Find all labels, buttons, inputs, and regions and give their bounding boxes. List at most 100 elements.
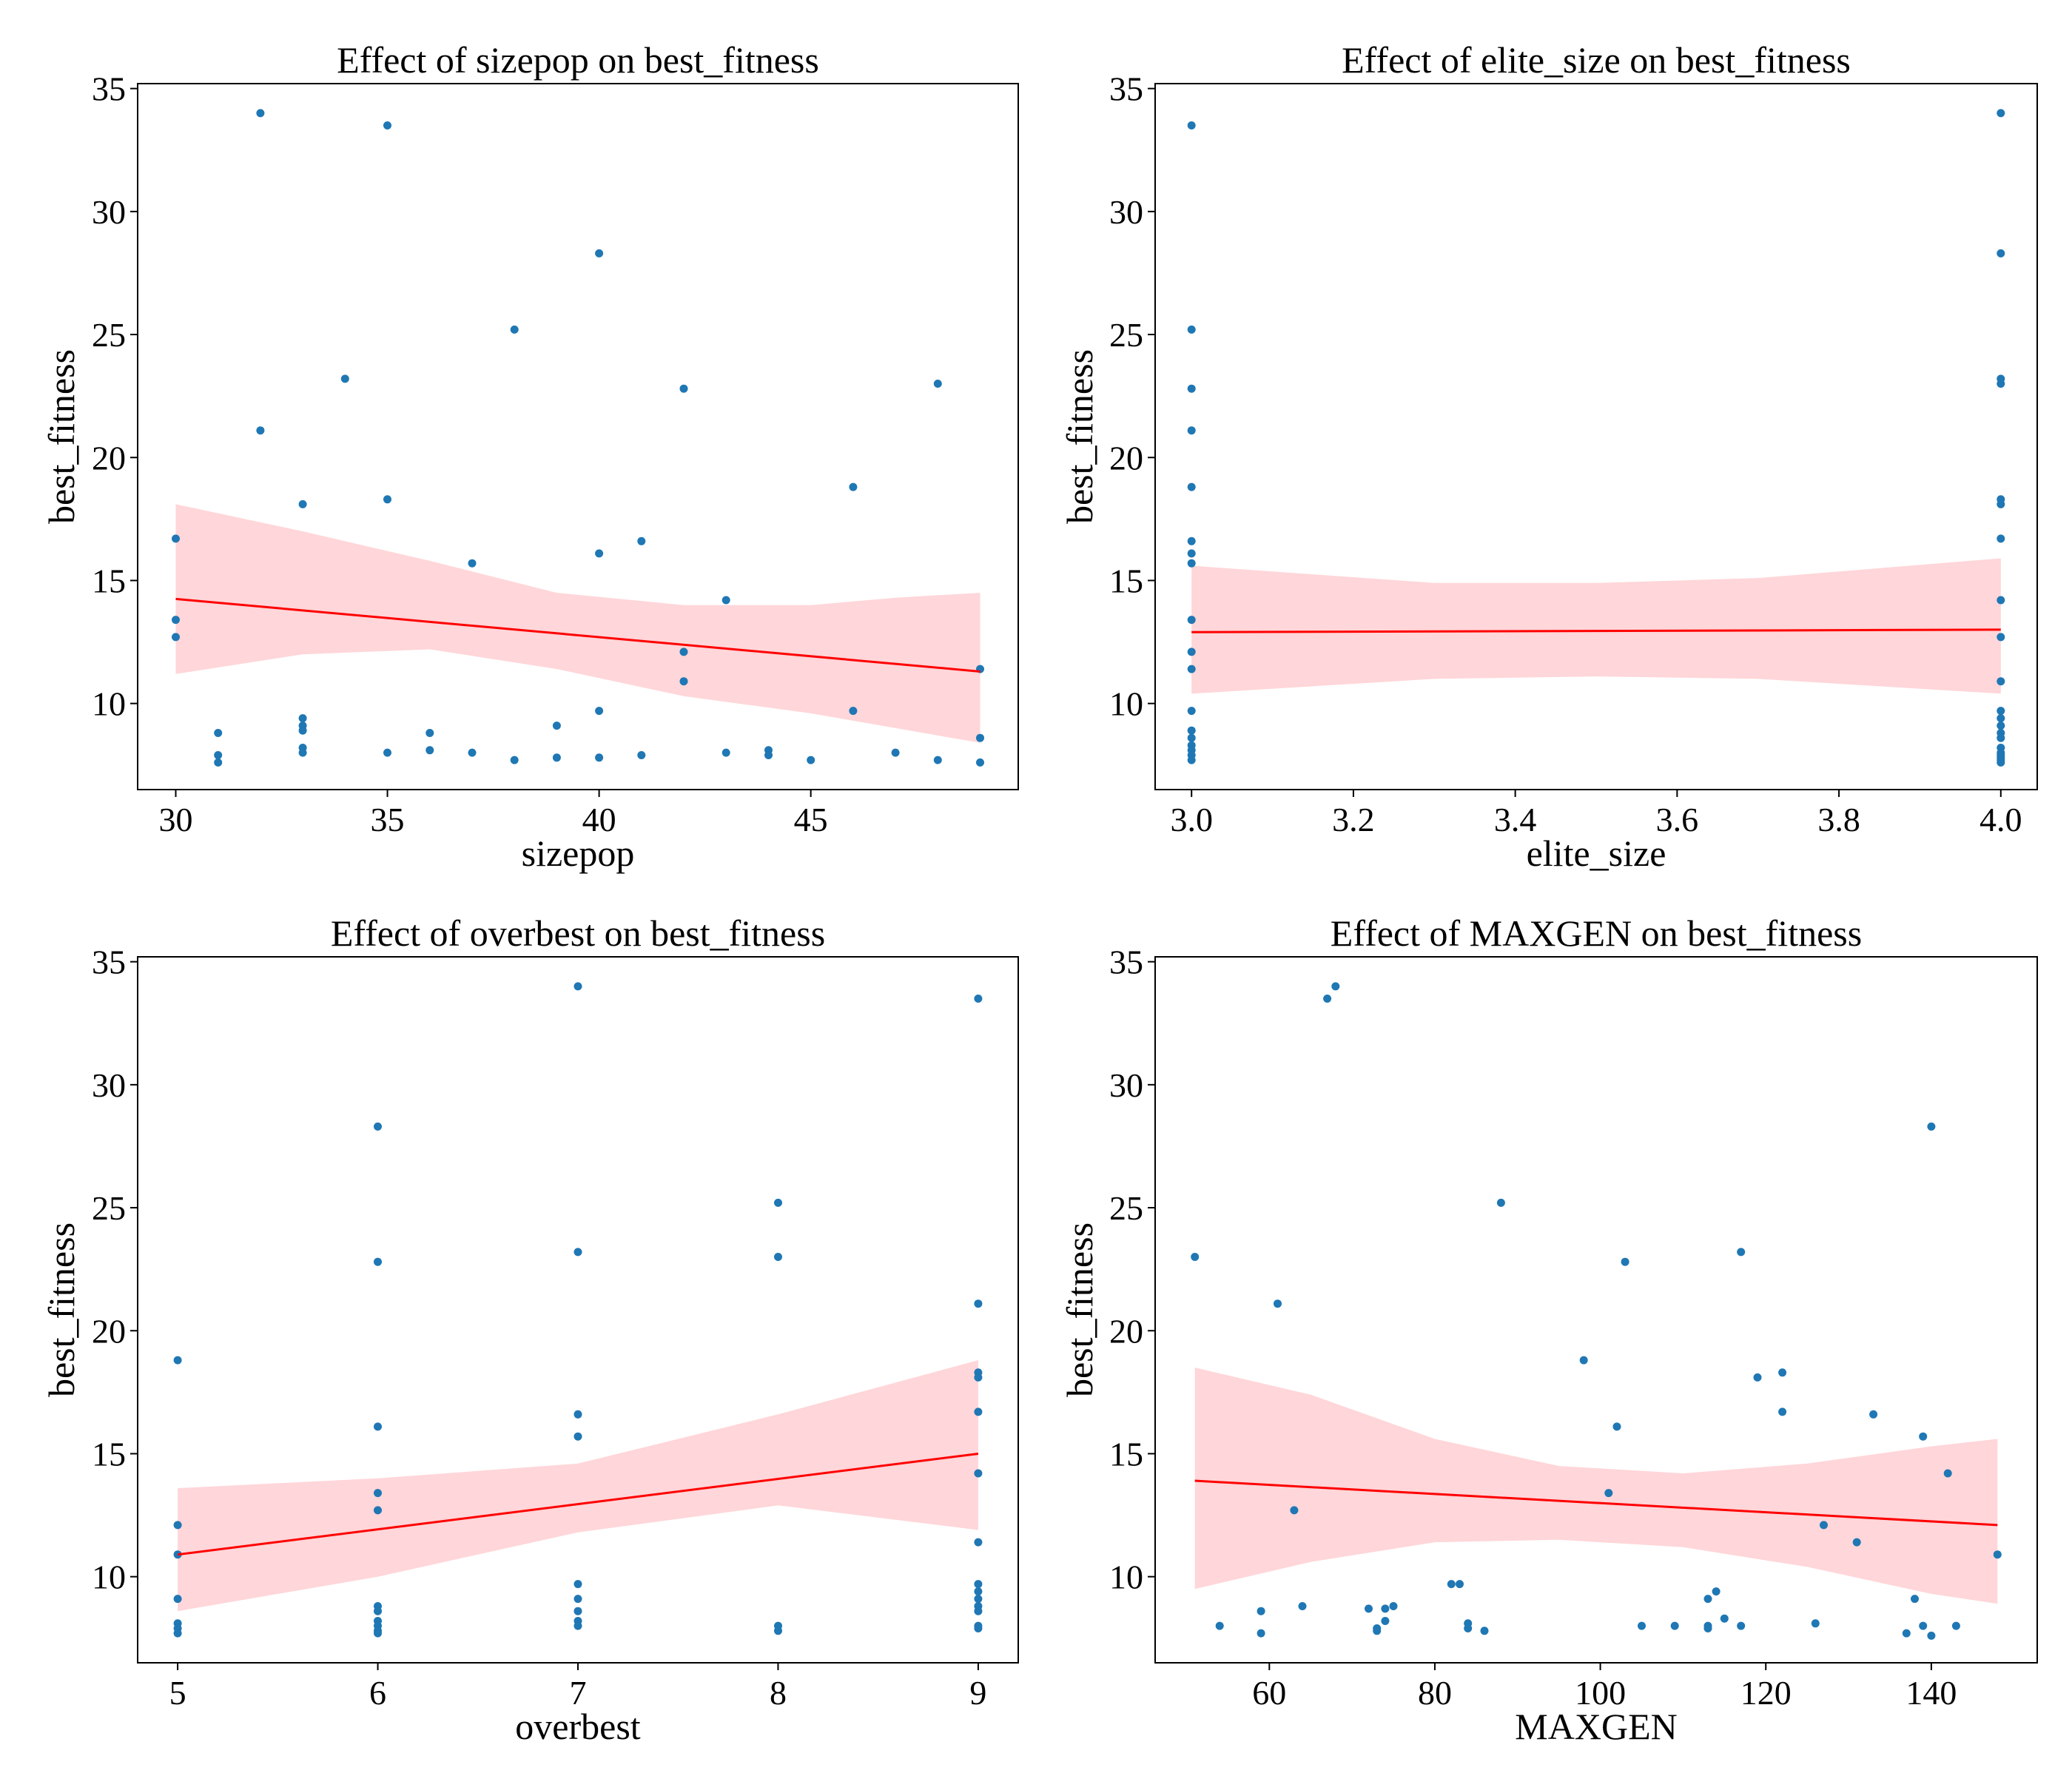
x-tick-label: 3.2 [1332,801,1375,838]
data-point [1447,1580,1456,1589]
y-tick-label: 35 [92,70,126,108]
data-point [383,121,391,130]
data-point [172,633,180,642]
data-point [1720,1614,1729,1623]
data-point [1257,1629,1265,1638]
data-point [426,729,434,737]
data-point [764,751,773,759]
y-tick-label: 30 [92,193,126,231]
data-point [1993,1550,2002,1559]
x-tick-label: 30 [158,801,192,838]
data-point [1389,1602,1398,1610]
regression-line [1191,628,2001,633]
y-tick-label: 20 [1109,439,1143,477]
data-point [1997,758,2005,767]
data-point [1852,1538,1861,1547]
data-point [574,982,582,991]
data-point [1191,1253,1200,1261]
data-point [173,1629,182,1638]
data-point [574,1621,582,1630]
data-point [637,751,646,759]
y-tick-label: 30 [1109,193,1143,231]
data-point [1365,1604,1373,1613]
y-tick-label: 35 [1109,70,1143,108]
data-point [1820,1521,1828,1530]
data-point [574,1595,582,1604]
data-point [974,1607,983,1615]
data-point [552,722,561,730]
subplot-elite-size: Effect of elite_size on best_fitness eli… [1059,39,2038,874]
data-point [974,1299,983,1308]
data-point [1604,1489,1613,1498]
data-point [933,380,942,388]
data-point [1373,1627,1382,1635]
data-point [574,1248,582,1257]
data-point [173,1356,182,1365]
data-point [1737,1621,1746,1630]
data-point [1997,534,2005,543]
data-point [1187,549,1196,558]
data-point [1187,707,1196,716]
data-point [1257,1607,1265,1615]
axes-frame [1154,956,2038,1664]
data-point [974,1538,983,1547]
data-point [574,1410,582,1419]
confidence-band [1194,1368,1998,1604]
data-point [1997,733,2005,742]
x-tick-label: 140 [1906,1674,1957,1712]
data-point [173,1521,182,1530]
data-point [637,536,646,545]
x-axis-label: MAXGEN [1515,1706,1677,1747]
data-point [172,534,180,543]
plot-area [1191,982,2002,1640]
data-point [1712,1587,1720,1596]
data-point [974,1624,983,1632]
data-point [1997,633,2005,642]
x-tick-label: 3.8 [1817,801,1860,838]
x-tick-label: 45 [794,801,828,838]
x-axis-label: overbest [515,1706,640,1747]
x-tick-label: 3.6 [1656,801,1699,838]
subplot-title: Effect of elite_size on best_fitness [1342,39,1851,81]
data-point [1187,733,1196,742]
y-tick-label: 25 [92,1189,126,1227]
data-point [1943,1469,1952,1478]
data-point [374,1122,382,1131]
data-point [1919,1432,1928,1441]
data-point [468,559,477,568]
data-point [1778,1407,1787,1416]
data-point [595,549,604,558]
data-point [374,1422,382,1431]
data-point [1323,995,1332,1003]
y-axis-label: best_fitness [41,349,82,524]
data-point [722,748,730,757]
data-point [172,616,180,625]
data-point [374,1506,382,1515]
data-point [1215,1621,1224,1630]
data-point [976,758,984,767]
data-point [552,753,561,762]
data-point [1997,249,2005,258]
data-point [974,1373,983,1382]
y-tick-label: 10 [1109,685,1143,723]
data-point [1753,1373,1762,1382]
data-point [256,426,265,435]
data-point [173,1595,182,1604]
y-tick-label: 15 [1109,1435,1143,1473]
x-tick-label: 4.0 [1980,801,2022,838]
data-point [1579,1356,1588,1365]
data-point [574,1580,582,1589]
data-point [974,995,983,1003]
data-point [976,733,984,742]
y-tick-label: 15 [92,562,126,599]
data-point [510,325,519,334]
data-point [1187,665,1196,673]
data-point [298,748,307,757]
data-point [1464,1624,1473,1632]
data-point [340,374,349,383]
data-point [1902,1629,1911,1638]
data-point [1187,648,1196,656]
data-point [1638,1621,1646,1630]
regression-line [175,597,980,673]
data-point [1456,1580,1464,1589]
